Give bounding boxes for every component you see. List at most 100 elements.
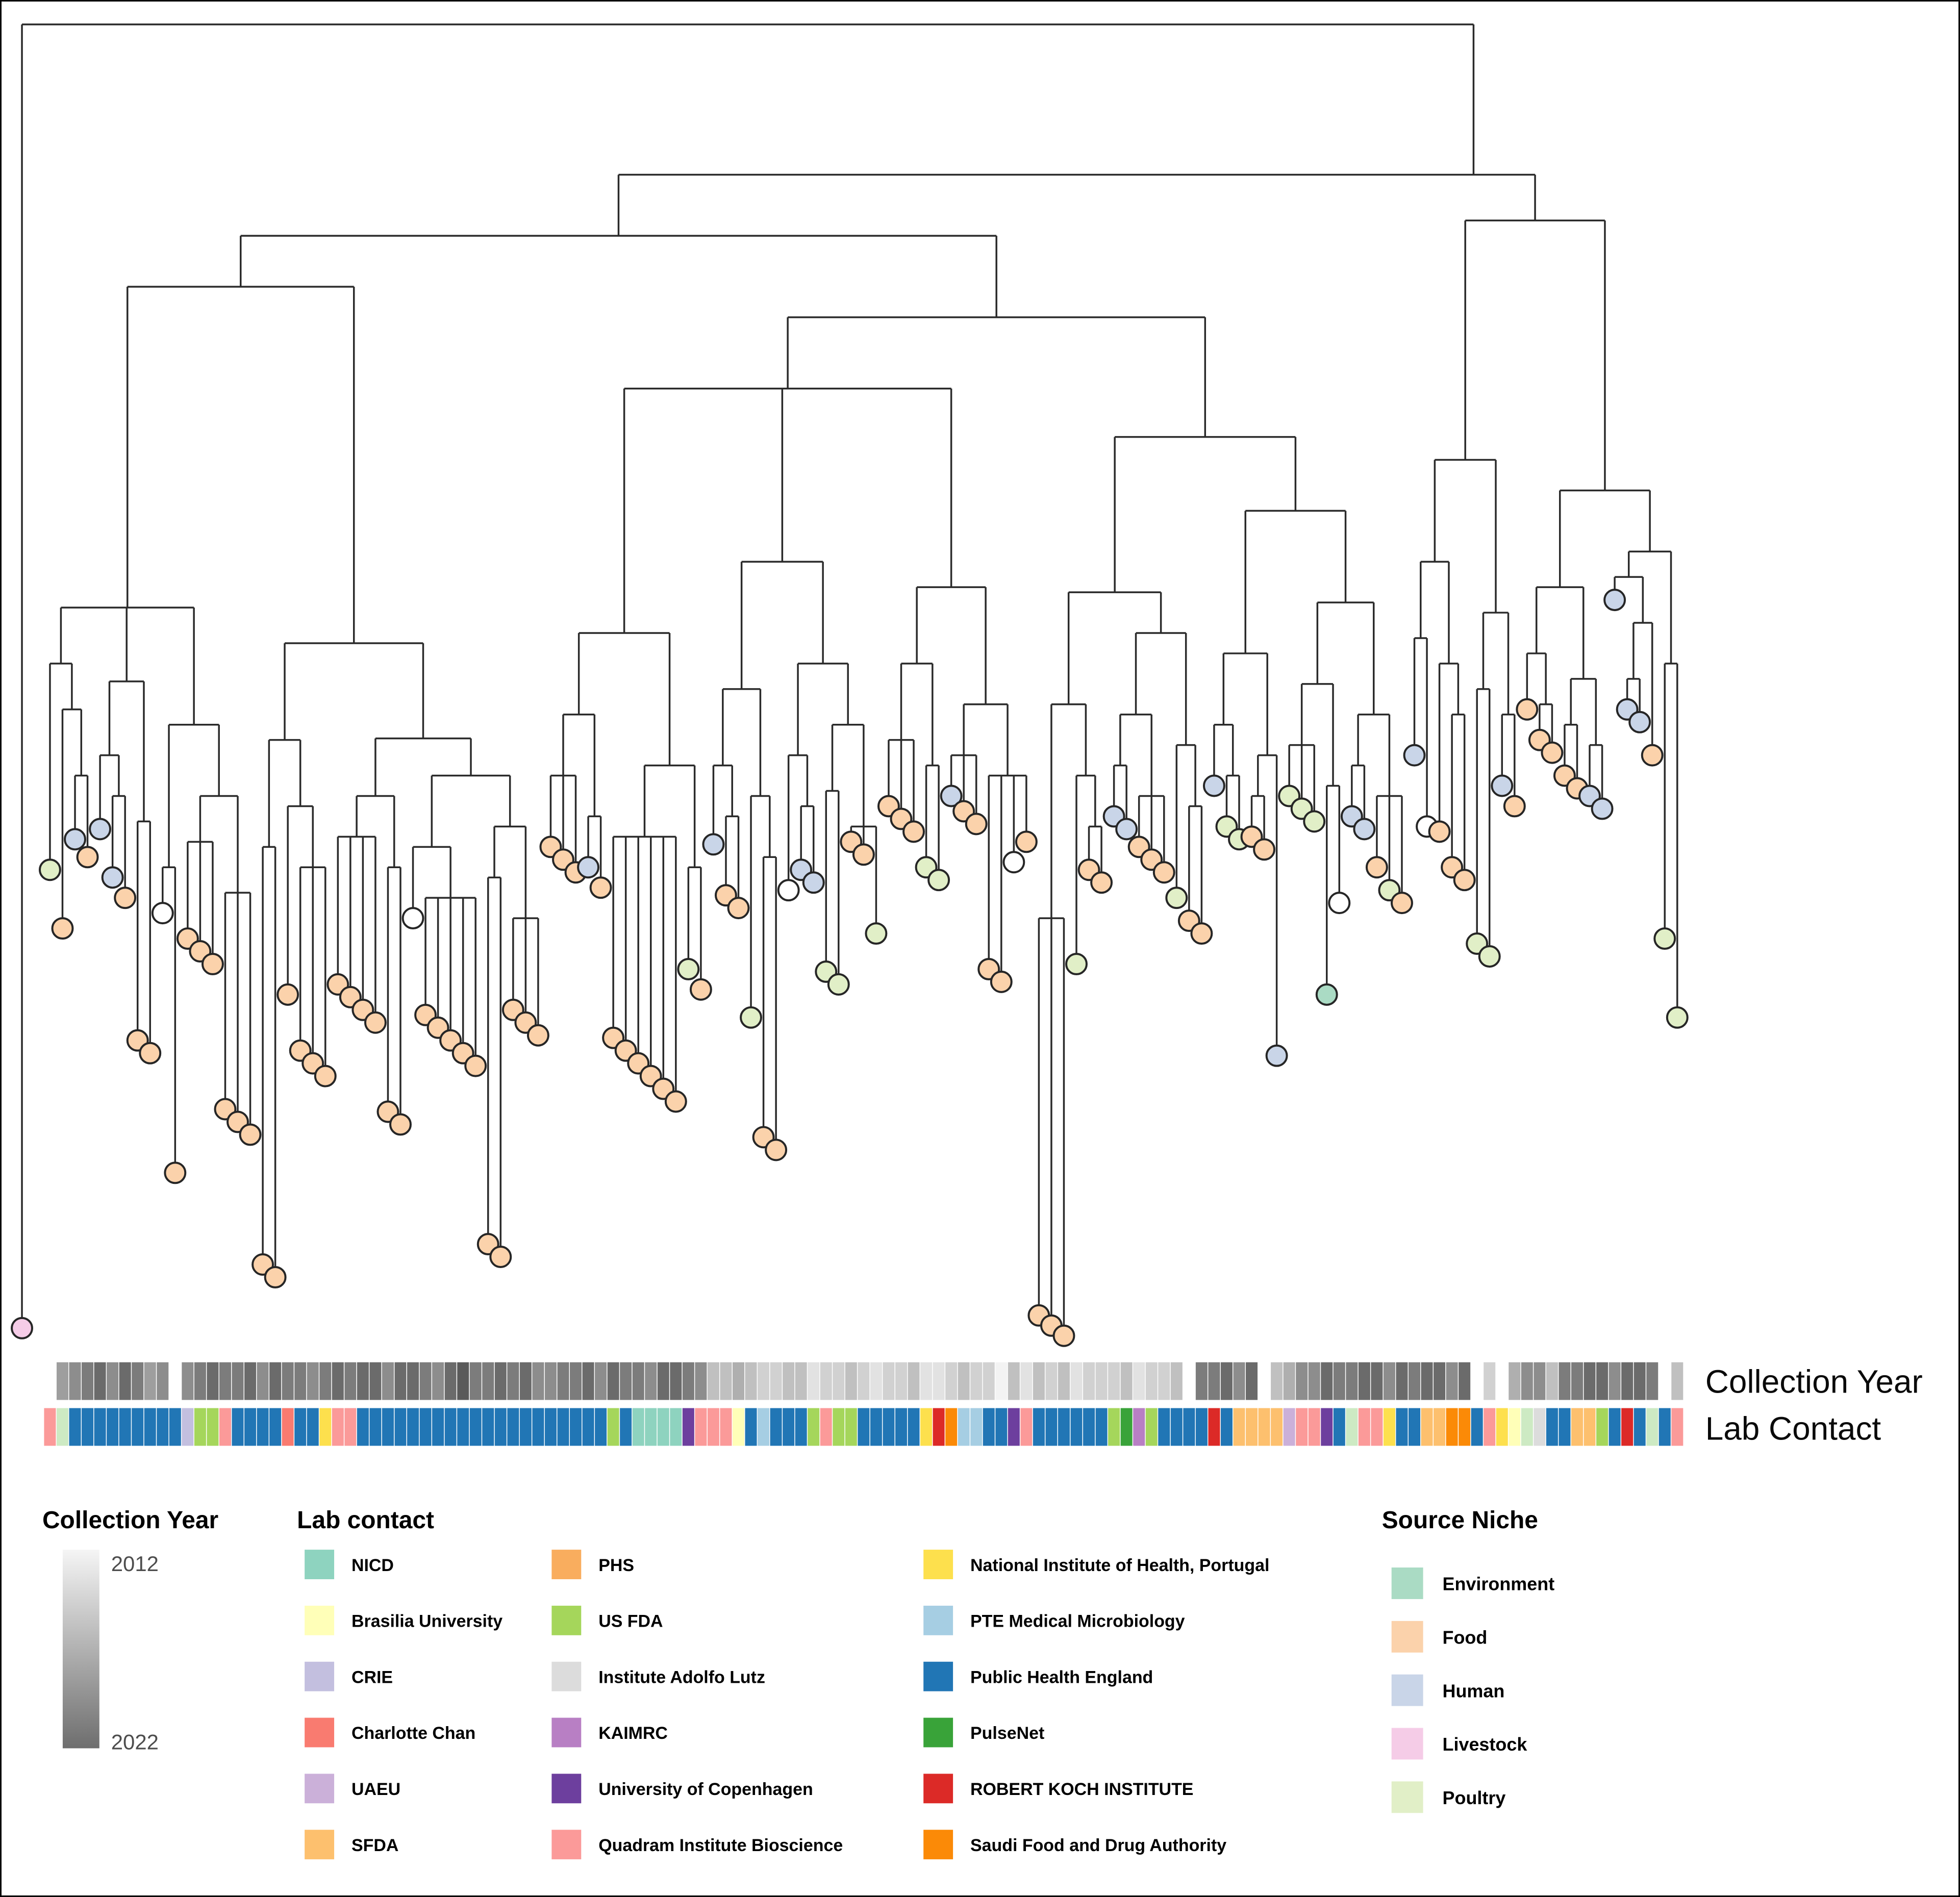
leaf-node-F	[526, 1024, 549, 1047]
lab-contact-cell	[1534, 1408, 1546, 1446]
collection-year-track-label: Collection Year	[1705, 1363, 1923, 1400]
lab-contact-cell	[1220, 1408, 1233, 1446]
legend-swatch	[305, 1774, 335, 1804]
collection-year-cell	[1459, 1362, 1471, 1400]
collection-year-cell	[1195, 1362, 1208, 1400]
lab-contact-cell	[1333, 1408, 1345, 1446]
leaf-node-F	[1152, 861, 1175, 884]
leaf-node-F	[1190, 922, 1213, 945]
collection-year-cell	[1108, 1362, 1120, 1400]
collection-year-cell	[1671, 1362, 1683, 1400]
lab-contact-cell	[482, 1408, 494, 1446]
leaf-node-F	[139, 1042, 162, 1065]
lab-contact-cell	[244, 1408, 257, 1446]
collection-year-cell	[244, 1362, 257, 1400]
legend-swatch	[551, 1550, 582, 1580]
lab-contact-cell	[820, 1408, 832, 1446]
leaf-node-H	[101, 866, 124, 889]
lab-contact-cell	[1509, 1408, 1521, 1446]
collection-year-cell	[82, 1362, 94, 1400]
lab-contact-cell	[557, 1408, 569, 1446]
collection-year-cell	[69, 1362, 81, 1400]
legend-swatch	[305, 1605, 335, 1635]
lab-contact-cell	[56, 1408, 69, 1446]
leaf-node-F	[364, 1011, 387, 1034]
leaf-node-F	[464, 1054, 487, 1077]
lab-contact-cell	[1083, 1408, 1095, 1446]
collection-year-cell	[908, 1362, 920, 1400]
lab-contact-cell	[933, 1408, 945, 1446]
leaf-node-F	[727, 897, 750, 920]
leaf-node-L	[11, 1317, 33, 1339]
source-niche-legend: Environment Food Human Livestock Poultry	[1391, 1567, 1554, 1813]
lab-contact-cell	[1571, 1408, 1584, 1446]
lab-contact-cell	[319, 1408, 332, 1446]
lab-contact-cell	[457, 1408, 469, 1446]
collection-year-cell	[219, 1362, 231, 1400]
collection-year-cell	[132, 1362, 144, 1400]
collection-year-cell	[657, 1362, 669, 1400]
lab-contact-cell	[770, 1408, 782, 1446]
collection-year-cell	[1346, 1362, 1358, 1400]
lab-contact-cell	[157, 1408, 169, 1446]
lab-contact-cell	[1609, 1408, 1621, 1446]
lab-contact-cell	[1383, 1408, 1395, 1446]
lab-contact-cell	[1258, 1408, 1270, 1446]
lab-contact-cell	[1358, 1408, 1370, 1446]
lab-contact-cell	[107, 1408, 119, 1446]
collection-year-cell	[144, 1362, 156, 1400]
lab-contact-cell	[595, 1408, 607, 1446]
legend-label: Institute Adolfo Lutz	[598, 1667, 765, 1687]
legend-swatch	[1391, 1621, 1423, 1653]
lab-contact-cell	[657, 1408, 669, 1446]
leaf-node-F	[76, 846, 99, 869]
leaf-node-P	[1165, 887, 1188, 909]
lab-contact-cell	[1120, 1408, 1133, 1446]
collection-year-cell	[94, 1362, 106, 1400]
lab-contact-cell	[1158, 1408, 1170, 1446]
collection-year-cell	[1170, 1362, 1183, 1400]
collection-year-cell	[544, 1362, 557, 1400]
collection-year-cell	[1283, 1362, 1295, 1400]
collection-year-cell	[1008, 1362, 1020, 1400]
lab-contact-cell	[1233, 1408, 1245, 1446]
legend-label: National Institute of Health, Portugal	[970, 1556, 1269, 1575]
lab-contact-cell	[432, 1408, 444, 1446]
legend-swatch	[305, 1830, 335, 1860]
lab-contact-cell	[94, 1408, 106, 1446]
collection-year-cell	[1371, 1362, 1383, 1400]
leaf-node-W	[151, 902, 174, 925]
collection-year-cell	[1421, 1362, 1433, 1400]
legend-label: University of Copenhagen	[598, 1780, 813, 1799]
lab-contact-cell	[257, 1408, 269, 1446]
collection-year-cell	[1534, 1362, 1546, 1400]
lab-contact-cell	[1308, 1408, 1320, 1446]
collection-year-cell	[194, 1362, 206, 1400]
collection-year-cell	[707, 1362, 719, 1400]
leaf-node-F	[264, 1266, 287, 1288]
legend-swatch	[923, 1605, 953, 1635]
lab-contact-cell	[1070, 1408, 1083, 1446]
collection-year-gradient-bar	[62, 1550, 99, 1749]
legend-swatch	[923, 1717, 953, 1748]
collection-year-cell	[695, 1362, 707, 1400]
collection-year-cell	[319, 1362, 332, 1400]
collection-year-cell	[745, 1362, 757, 1400]
leaf-node-F	[1253, 838, 1276, 861]
collection-year-cell	[1609, 1362, 1621, 1400]
lab-contact-track	[44, 1408, 1683, 1446]
leaf-node-F	[689, 978, 712, 1001]
collection-year-cell	[933, 1362, 945, 1400]
leaf-node-P	[1303, 810, 1326, 833]
leaf-node-W	[401, 907, 424, 930]
legend-label: Charlotte Chan	[351, 1724, 475, 1743]
collection-year-cell	[182, 1362, 194, 1400]
legend-label: CRIE	[351, 1667, 393, 1687]
collection-year-cell	[1408, 1362, 1421, 1400]
collection-year-cell	[1434, 1362, 1446, 1400]
lab-contact-cell	[1671, 1408, 1683, 1446]
leaf-node-P	[927, 869, 950, 892]
collection-year-cell	[519, 1362, 532, 1400]
lab-contact-cell	[1471, 1408, 1483, 1446]
lab-contact-cell	[1546, 1408, 1558, 1446]
